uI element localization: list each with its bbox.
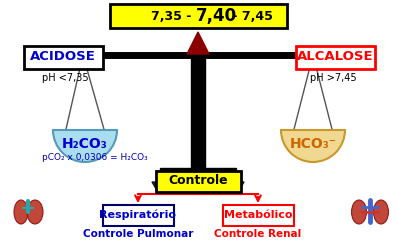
Ellipse shape (14, 200, 28, 224)
Wedge shape (53, 130, 117, 162)
FancyBboxPatch shape (110, 4, 287, 28)
Text: 7,35 -: 7,35 - (151, 9, 196, 23)
Text: ALCALOSE: ALCALOSE (297, 51, 373, 63)
FancyBboxPatch shape (23, 45, 102, 68)
Ellipse shape (27, 200, 43, 224)
Text: Controle Renal: Controle Renal (214, 229, 302, 239)
Text: H₂CO₃: H₂CO₃ (62, 137, 108, 151)
Polygon shape (152, 182, 244, 192)
Text: Controle: Controle (168, 175, 228, 187)
Text: pH >7,45: pH >7,45 (310, 73, 357, 83)
Text: Respiratório: Respiratório (100, 210, 177, 220)
Text: ACIDOSE: ACIDOSE (30, 51, 96, 63)
FancyBboxPatch shape (222, 205, 293, 225)
FancyBboxPatch shape (295, 45, 374, 68)
Text: Metabólico: Metabólico (224, 210, 292, 220)
Text: 7,40: 7,40 (196, 7, 237, 25)
Wedge shape (281, 130, 345, 162)
Polygon shape (160, 168, 236, 182)
Text: pCO₂ x 0,0306 = H₂CO₃: pCO₂ x 0,0306 = H₂CO₃ (42, 153, 148, 161)
Text: HCO₃⁻: HCO₃⁻ (289, 137, 337, 151)
FancyBboxPatch shape (102, 205, 173, 225)
Text: pH <7,35: pH <7,35 (42, 73, 88, 83)
Polygon shape (191, 55, 205, 168)
FancyBboxPatch shape (156, 171, 241, 191)
Text: - 7,45: - 7,45 (228, 9, 273, 23)
Text: Controle Pulmonar: Controle Pulmonar (83, 229, 193, 239)
Ellipse shape (351, 200, 366, 224)
Ellipse shape (374, 200, 389, 224)
Polygon shape (187, 32, 209, 54)
